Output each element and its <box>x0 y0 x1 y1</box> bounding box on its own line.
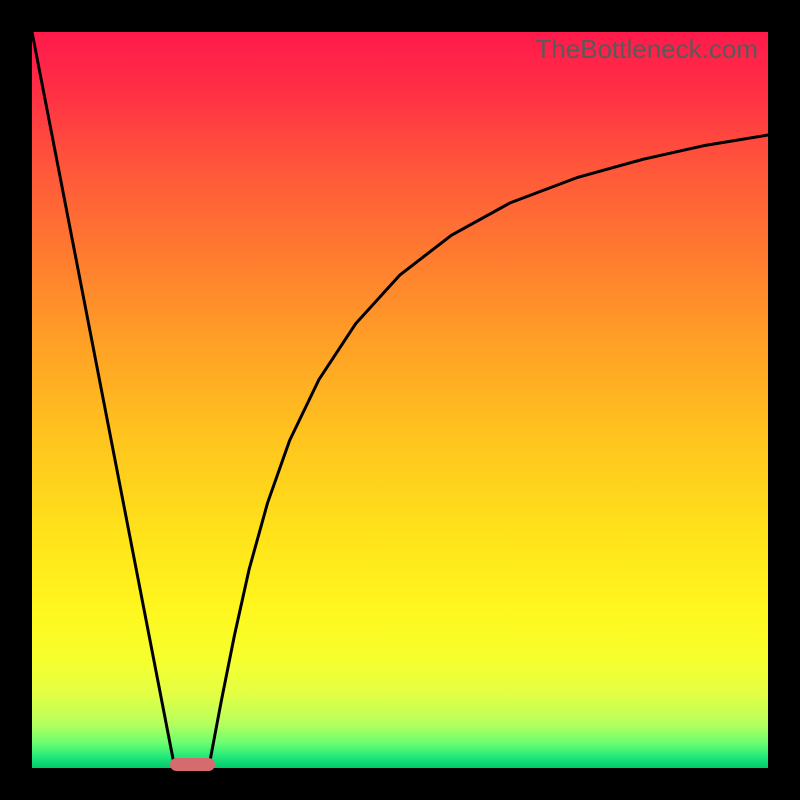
curve-path <box>32 32 768 768</box>
plot-area: TheBottleneck.com <box>32 32 768 768</box>
bottleneck-curve <box>32 32 768 768</box>
bottleneck-marker <box>170 758 214 771</box>
watermark-text: TheBottleneck.com <box>535 34 758 65</box>
